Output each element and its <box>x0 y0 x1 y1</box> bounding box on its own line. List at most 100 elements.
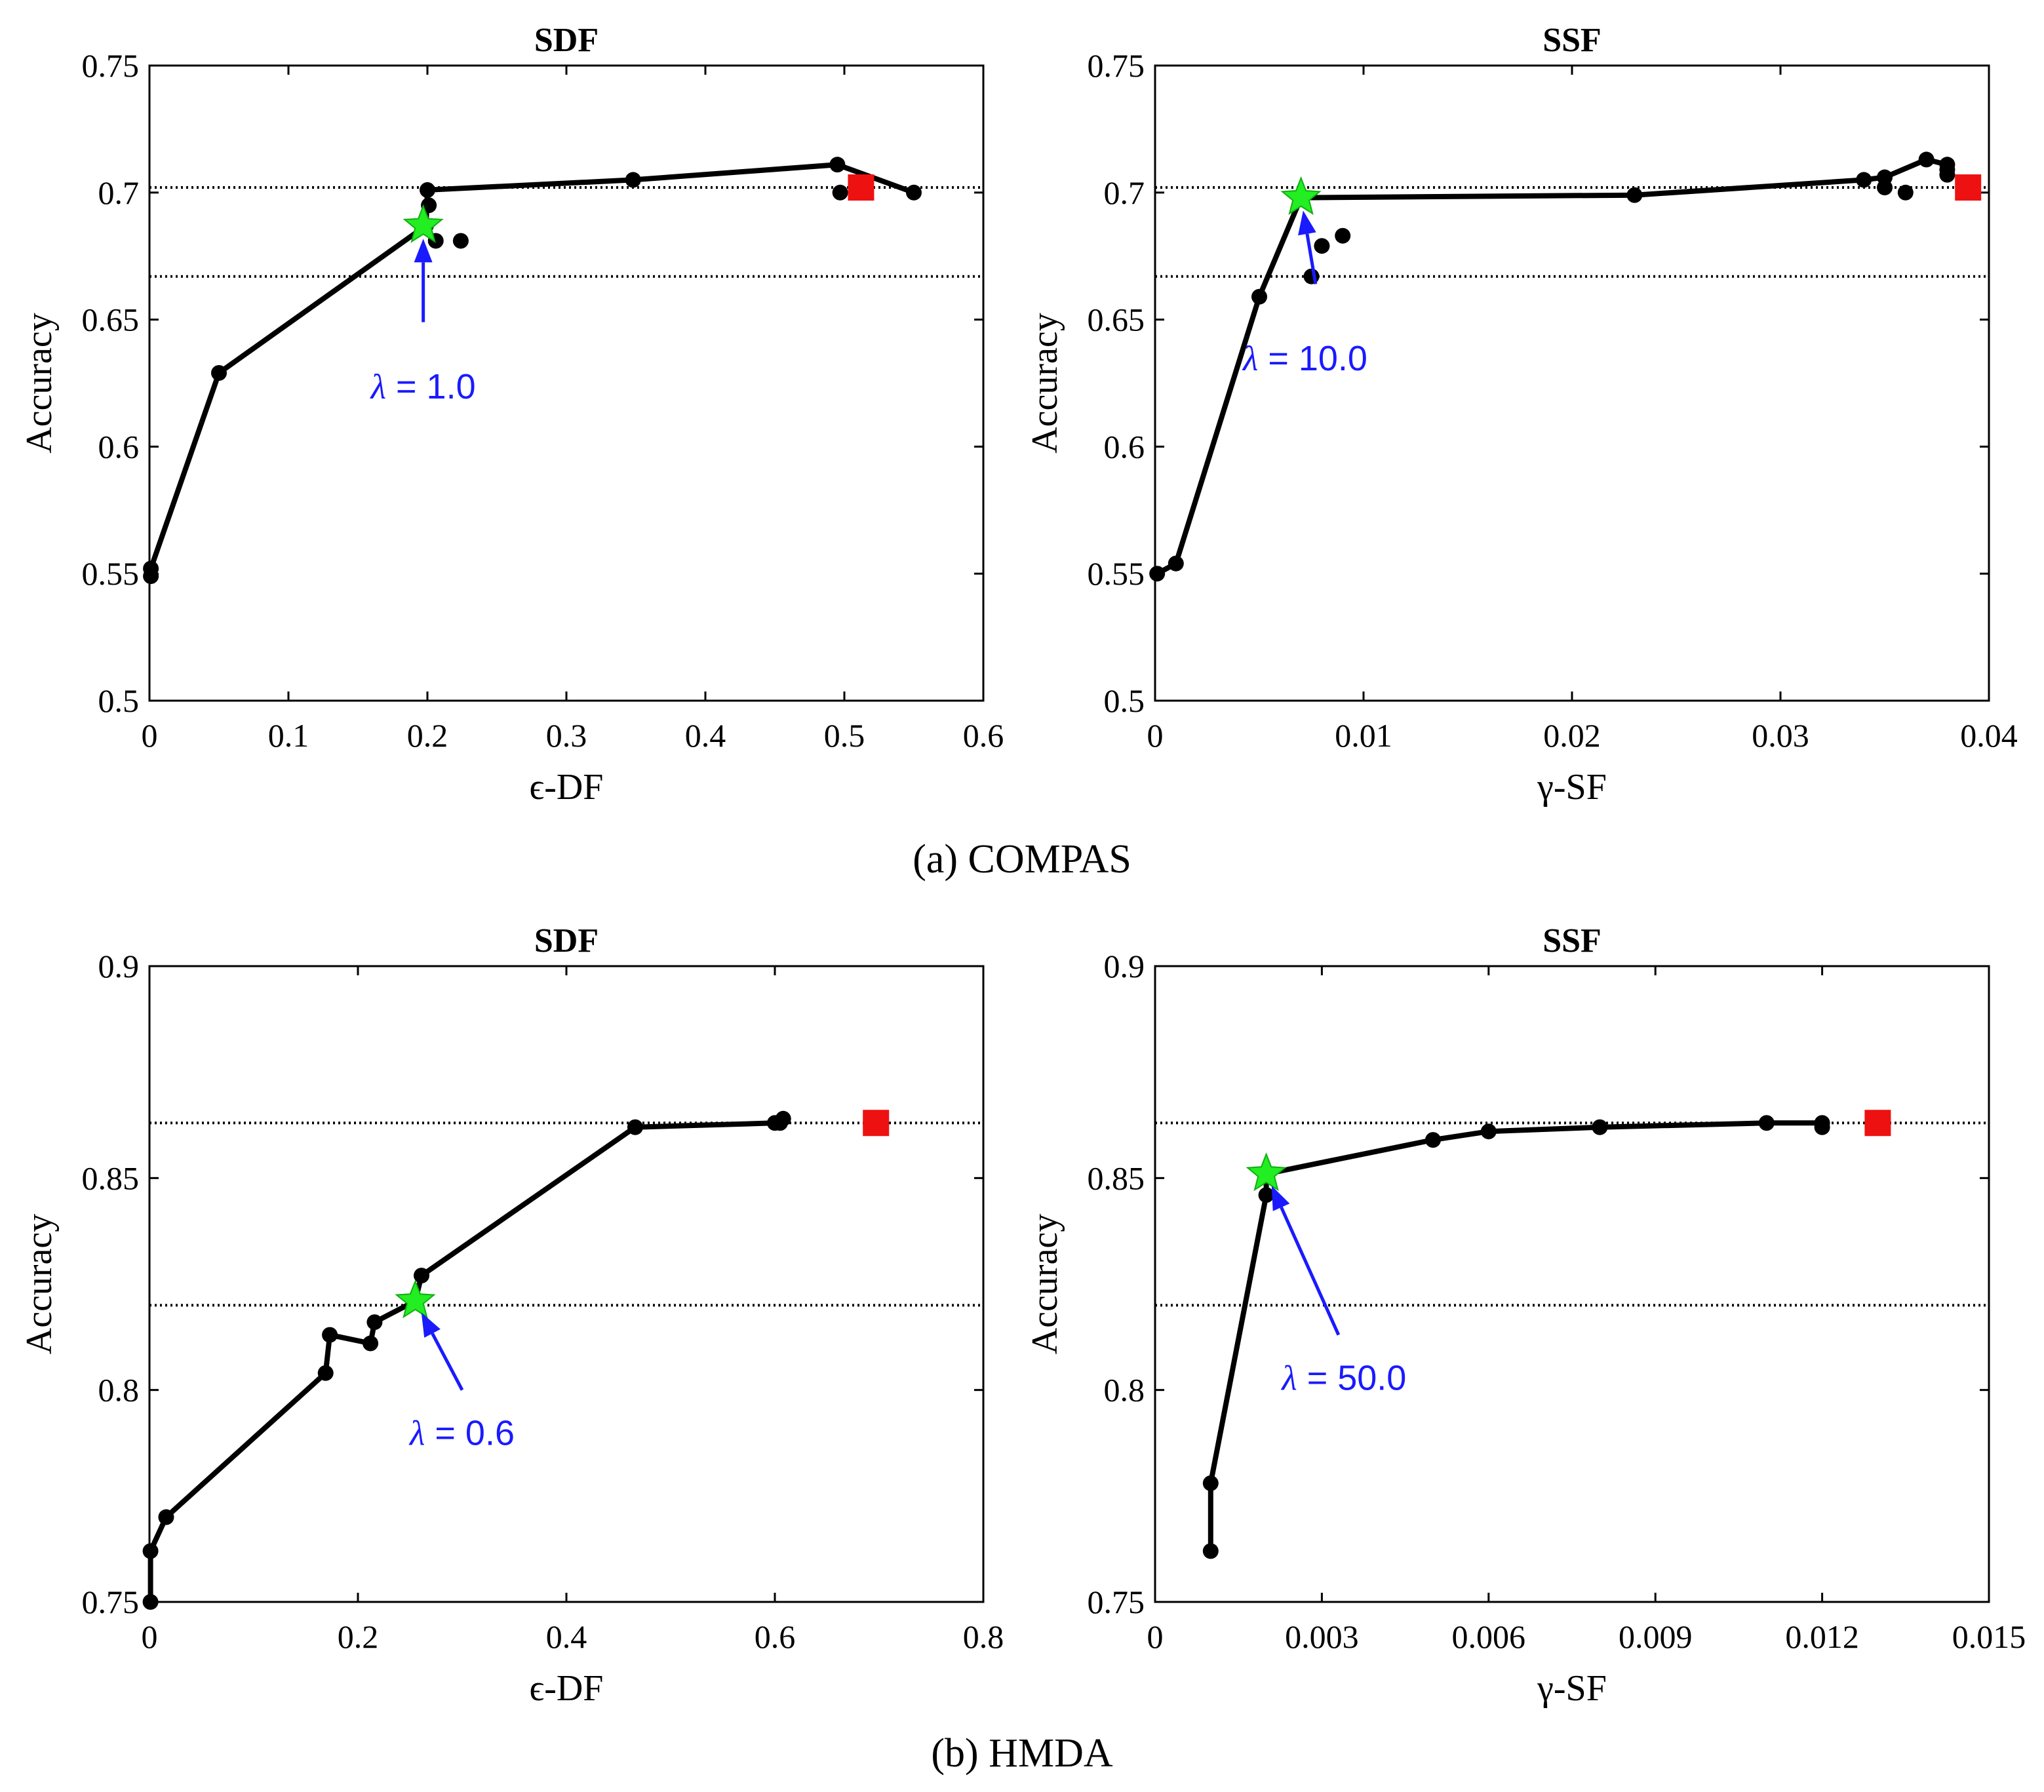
frontier-point <box>1918 151 1935 168</box>
annotation-lambda: λ <box>1242 339 1258 378</box>
y-tick-label: 0.7 <box>98 174 140 211</box>
frontier-point <box>1626 187 1643 203</box>
data-point <box>772 1115 788 1131</box>
x-tick-label: 0 <box>1147 1618 1164 1655</box>
x-tick-label: 0.015 <box>1952 1618 2026 1655</box>
annotation-arrowhead <box>414 239 433 263</box>
frontier-point <box>1251 288 1267 305</box>
frontier-point <box>1480 1123 1497 1140</box>
x-tick-label: 0 <box>142 717 158 754</box>
x-tick-label: 0.6 <box>963 717 1004 754</box>
y-tick-label: 0.65 <box>82 302 140 338</box>
y-axis-label: Accuracy <box>19 1214 60 1355</box>
selected-star-marker <box>1280 176 1322 216</box>
caption-hmda: (b) HMDA <box>931 1731 1113 1776</box>
x-tick-label: 0.1 <box>268 717 309 754</box>
frontier-point <box>366 1314 383 1331</box>
x-tick-label: 0 <box>142 1618 158 1655</box>
baseline-square-marker <box>863 1110 890 1137</box>
y-tick-label: 0.9 <box>1104 948 1145 984</box>
frontier-point <box>211 364 227 381</box>
x-tick-label: 0.6 <box>755 1618 796 1655</box>
y-tick-label: 0.65 <box>1088 302 1145 338</box>
x-axis-label: γ-SF <box>1537 1668 1607 1709</box>
y-tick-label: 0.6 <box>98 428 140 465</box>
frontier-point <box>1258 1187 1274 1203</box>
annotation-arrowhead <box>421 1312 441 1338</box>
x-tick-label: 0.01 <box>1335 717 1392 754</box>
data-point <box>1335 227 1351 244</box>
annotation-arrow <box>431 1333 464 1391</box>
data-point <box>452 233 469 249</box>
x-tick-label: 0.02 <box>1543 717 1601 754</box>
annotation-lambda: λ <box>1280 1359 1297 1398</box>
data-point <box>1939 166 1956 183</box>
y-tick-label: 0.75 <box>82 1584 140 1620</box>
chart-title: SDF <box>534 22 599 59</box>
axes-box <box>148 965 985 1603</box>
x-axis-label: γ-SF <box>1537 767 1607 808</box>
data-point <box>1897 184 1914 201</box>
data-point <box>832 184 848 201</box>
annotation-value: = 10.0 <box>1258 339 1367 378</box>
x-tick-label: 0.8 <box>963 1618 1004 1655</box>
selected-star-marker <box>1246 1152 1287 1192</box>
frontier-point <box>413 1268 429 1284</box>
annotation-label: λ = 0.6 <box>408 1414 515 1453</box>
x-tick-label: 0.5 <box>824 717 865 754</box>
annotation-arrowhead <box>1271 1186 1290 1211</box>
annotation-lambda: λ <box>408 1414 425 1453</box>
frontier-point <box>1202 1543 1219 1559</box>
selected-star-marker <box>395 1279 436 1319</box>
data-point <box>1314 238 1330 254</box>
y-tick-label: 0.55 <box>1088 555 1145 592</box>
frontier-point <box>143 560 159 577</box>
frontier-point <box>158 1509 174 1525</box>
y-axis-label: Accuracy <box>1025 1214 1065 1355</box>
x-tick-label: 0 <box>1147 717 1164 754</box>
annotation-label: λ = 10.0 <box>1242 339 1367 378</box>
y-tick-label: 0.9 <box>98 948 140 984</box>
y-tick-label: 0.5 <box>1104 682 1145 719</box>
annotation-arrow <box>1280 1206 1341 1336</box>
y-tick-label: 0.6 <box>1104 428 1145 465</box>
frontier-point <box>420 182 435 198</box>
annotation-value: = 50.0 <box>1297 1359 1407 1398</box>
chart-panel-1: 0 0.1 0.2 0.3 0.4 0.5 0.6 0.5 0.55 0.6 0.65 0.7 0.75… <box>19 22 1004 808</box>
y-tick-label: 0.5 <box>98 682 140 719</box>
x-tick-label: 0.009 <box>1619 1618 1693 1655</box>
y-tick-label: 0.7 <box>1104 174 1145 211</box>
chart-title: SSF <box>1543 22 1602 59</box>
y-tick-label: 0.8 <box>1104 1372 1145 1409</box>
selected-star-marker <box>403 204 444 243</box>
annotation-value: = 1.0 <box>386 367 476 406</box>
caption-compas: (a) COMPAS <box>913 837 1131 882</box>
axes-box <box>1154 965 1990 1603</box>
frontier-line <box>147 1116 785 1602</box>
annotation-arrowhead <box>1298 210 1316 236</box>
y-tick-label: 0.75 <box>1088 1584 1145 1620</box>
y-tick-label: 0.85 <box>1088 1159 1145 1196</box>
frontier-point <box>906 184 922 201</box>
baseline-square-marker <box>1955 174 1982 201</box>
annotation-label: λ = 1.0 <box>370 367 476 406</box>
y-tick-label: 0.85 <box>82 1159 140 1196</box>
y-tick-label: 0.75 <box>82 47 140 84</box>
x-tick-label: 0.012 <box>1785 1618 1859 1655</box>
data-point <box>1877 180 1893 196</box>
frontier-point <box>1202 1475 1219 1491</box>
x-tick-label: 0.4 <box>685 717 726 754</box>
x-tick-label: 0.03 <box>1752 717 1809 754</box>
baseline-square-marker <box>848 174 875 201</box>
frontier-point <box>1149 566 1166 582</box>
x-axis-label: ϵ-DF <box>530 1668 604 1709</box>
frontier-point <box>625 172 641 188</box>
x-tick-label: 0.006 <box>1452 1618 1526 1655</box>
axes-box <box>1154 64 1990 702</box>
frontier-line <box>1208 1120 1822 1551</box>
chart-panel-4: 0 0.003 0.006 0.009 0.012 0.015 0.75 0.8 0.85 0.9… <box>1025 922 2026 1709</box>
frontier-point <box>322 1327 338 1343</box>
frontier-point <box>1592 1119 1608 1135</box>
frontier-point <box>1856 172 1872 188</box>
